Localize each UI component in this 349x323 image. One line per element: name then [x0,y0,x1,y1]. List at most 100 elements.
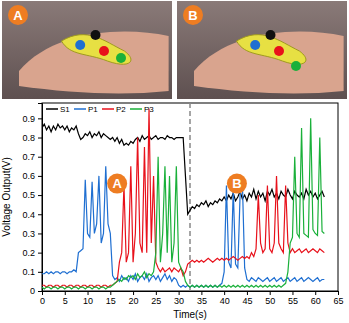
y-tick-mark [38,157,42,158]
sensor-dot [250,40,260,50]
x-tick-mark [315,291,316,295]
x-tick: 30 [174,291,184,306]
y-tick-label: 0.4 [22,210,35,220]
x-tick-label: 60 [311,296,321,306]
x-tick-label: 65 [333,296,343,306]
y-tick: 0.1 [22,267,42,277]
legend-swatch [46,108,58,110]
x-tick: 25 [151,291,161,306]
y-tick-label: 0.2 [22,248,35,258]
plot-frame [42,103,338,291]
photo-label: B [188,8,197,23]
x-axis-line [43,292,339,296]
y-tick-label: 0.6 [22,171,35,181]
legend-item: P3 [130,105,154,114]
y-tick: 0.7 [22,152,42,162]
series-line [42,118,324,289]
y-tick-mark [38,214,42,215]
x-tick-mark [201,291,202,295]
legend-swatch [130,108,142,110]
x-tick-mark [179,291,180,295]
x-axis-title: Time(s) [173,309,207,320]
legend-item: S1 [46,105,70,114]
y-axis-title: Voltage Output(V) [1,157,12,237]
x-tick: 45 [242,291,252,306]
x-tick: 20 [129,291,139,306]
legend-label: P3 [144,105,154,114]
x-axis: 0 5 10 15 20 25 30 35 40 45 50 55 60 65 [40,291,344,306]
x-tick-label: 10 [83,296,93,306]
annotation-label: B [232,176,241,191]
legend-item: P1 [74,105,98,114]
x-tick-label: 35 [197,296,207,306]
x-tick-label: 5 [63,296,68,306]
y-tick: 0.5 [22,190,42,200]
plot-area [42,103,324,291]
x-tick: 55 [288,291,298,306]
x-tick: 35 [197,291,207,306]
y-axis: 0 0.1 0.2 0.3 0.4 0.5 0.6 0.7 0.8 0.9 [22,104,42,297]
y-tick-label: 0.3 [22,229,35,239]
annotation-badge [107,174,127,194]
legend-swatch [74,108,86,110]
sensor-dot [266,30,276,40]
sensor-dot [91,30,101,40]
y-tick: 0.3 [22,229,42,239]
y-axis-line [38,104,43,292]
y-tick: 0.9 [22,114,42,124]
annotation: A [107,174,127,194]
y-tick-mark [38,176,42,177]
figure: A B 0 5 10 15 20 25 30 35 40 45 50 55 60 65 0 0.1 0.2 0.3 0.… [0,0,349,323]
x-tick: 60 [311,291,321,306]
series-line [42,166,324,287]
y-tick: 0.8 [22,133,42,143]
x-tick-mark [156,291,157,295]
photo-background [2,1,172,99]
y-tick: 0.4 [22,210,42,220]
sensor-dot [291,61,301,71]
x-tick-label: 15 [106,296,116,306]
legend-item: P2 [102,105,126,114]
y-tick-mark [38,138,42,139]
sensor-dot [116,53,126,63]
sensor-dot [75,40,85,50]
y-tick: 0.6 [22,171,42,181]
y-tick-label: 0.9 [22,114,35,124]
x-tick: 15 [106,291,116,306]
x-tick-mark [270,291,271,295]
x-tick-mark [65,291,66,295]
x-tick-label: 55 [288,296,298,306]
x-tick-mark [133,291,134,295]
x-tick-mark [247,291,248,295]
y-tick: 0.2 [22,248,42,258]
photo-label-badge [8,5,28,25]
x-tick-mark [338,291,339,295]
legend-swatch [102,108,114,110]
y-tick: 0 [30,286,42,296]
annotation: B [227,174,247,194]
x-tick-label: 30 [174,296,184,306]
y-tick-label: 0 [30,286,35,296]
annotation-badge [227,174,247,194]
x-tick-label: 0 [40,296,45,306]
x-tick: 40 [220,291,230,306]
photo-background [177,1,347,99]
y-tick-mark [38,195,42,196]
x-tick: 50 [265,291,275,306]
x-tick: 0 [40,291,45,306]
x-tick: 10 [83,291,93,306]
y-tick-mark [38,253,42,254]
y-tick-mark [38,118,42,119]
x-tick: 65 [333,291,343,306]
x-tick-label: 50 [265,296,275,306]
x-tick-label: 45 [242,296,252,306]
x-tick-mark [224,291,225,295]
y-tick-mark [38,233,42,234]
x-tick-mark [110,291,111,295]
series-line [42,109,324,287]
photo-label-badge [183,5,203,25]
y-tick-label: 0.5 [22,190,35,200]
hand [194,32,344,94]
legend-label: S1 [60,105,70,114]
y-tick-label: 0.8 [22,133,35,143]
